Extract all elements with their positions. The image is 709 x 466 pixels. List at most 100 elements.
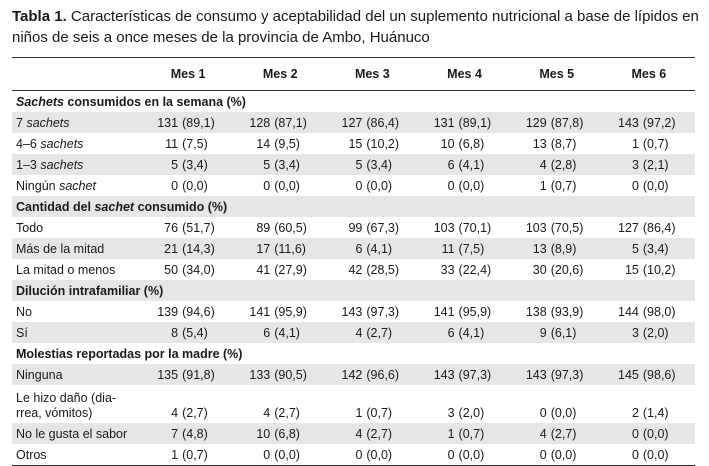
row-label-italic: sachets (40, 158, 84, 172)
data-table: Mes 1 Mes 2 Mes 3 Mes 4 Mes 5 Mes 6 Sach… (12, 57, 695, 466)
row-label: Le hizo daño (dia- rrea, vómitos) (12, 385, 142, 423)
cell-count: 4 (539, 427, 547, 441)
row-label: No le gusta el sabor (12, 423, 142, 444)
cell-percent: (0,0) (642, 427, 669, 441)
table-cell: 21 (14,3) (142, 238, 235, 259)
table-row: Ningún sachet 0 (0,0) 0 (0,0) 0 (0,0) 0 (0,0) 1 (0… (12, 175, 695, 196)
table-cell: 5 (3,4) (142, 154, 235, 175)
cell-percent: (86,4) (366, 116, 400, 130)
cell-count: 128 (249, 116, 271, 130)
cell-percent: (89,1) (458, 116, 492, 130)
cell-count: 0 (539, 448, 547, 462)
cell-count: 131 (433, 116, 455, 130)
cell-count: 143 (525, 368, 547, 382)
table-cell: 0 (0,0) (602, 444, 695, 466)
table-cell: 17 (11,6) (234, 238, 327, 259)
cell-percent: (2,1) (642, 158, 669, 172)
cell-percent: (98,6) (642, 368, 676, 382)
cell-count: 7 (171, 427, 179, 441)
cell-count: 0 (539, 406, 547, 420)
cell-percent: (97,3) (550, 368, 584, 382)
row-label-text: No le gusta el sabor (16, 427, 128, 441)
cell-count: 0 (263, 448, 271, 462)
table-cell: 127 (86,4) (603, 217, 695, 238)
cell-percent: (95,9) (458, 305, 492, 319)
table-row: Ninguna 135 (91,8) 133 (90,5) 142 (96,6) 143 (97… (12, 364, 695, 385)
cell-percent: (0,7) (642, 137, 669, 151)
header-cell: Mes 6 (602, 57, 695, 91)
cell-count: 0 (631, 448, 639, 462)
table-cell: 142 (96,6) (326, 364, 419, 385)
cell-percent: (3,4) (642, 242, 669, 256)
table-cell: 1 (0,7) (511, 175, 603, 196)
cell-count: 131 (157, 116, 179, 130)
cell-percent: (86,4) (642, 221, 676, 235)
table-cell: 143 (97,3) (510, 364, 603, 385)
cell-percent: (0,0) (550, 406, 577, 420)
cell-percent: (0,0) (366, 179, 393, 193)
table-cell: 131 (89,1) (142, 112, 235, 133)
cell-count: 14 (256, 137, 271, 151)
cell-percent: (90,5) (274, 368, 307, 382)
table-cell: 0 (0,0) (418, 175, 510, 196)
cell-count: 138 (525, 305, 547, 319)
cell-count: 1 (171, 448, 179, 462)
table-cell: 138 (93,9) (511, 301, 603, 322)
cell-count: 13 (532, 137, 547, 151)
cell-percent: (87,1) (274, 116, 307, 130)
cell-percent: (6,1) (550, 326, 577, 340)
table-cell: 0 (0,0) (234, 444, 327, 466)
cell-percent: (0,0) (458, 448, 485, 462)
cell-count: 4 (171, 406, 179, 420)
cell-count: 1 (539, 179, 547, 193)
cell-percent: (96,6) (366, 368, 400, 382)
table-cell: 143 (97,2) (602, 112, 695, 133)
cell-percent: (93,9) (550, 305, 584, 319)
table-row: 7 sachets 131 (89,1) 128 (87,1) 127 (86,4) 131(… (12, 112, 695, 133)
section-title: Dilución intrafamiliar (%) (12, 280, 695, 301)
cell-percent: (2,7) (366, 326, 393, 340)
cell-percent: (4,1) (458, 158, 485, 172)
row-label-italic: sachets (40, 137, 84, 151)
cell-count: 76 (164, 221, 179, 235)
cell-count: 103 (433, 221, 455, 235)
section-title-italic: Sachets (16, 95, 64, 109)
row-label: Otros (12, 444, 142, 466)
row-label-text: Todo (16, 221, 44, 235)
cell-count: 42 (348, 263, 363, 277)
cell-percent: (8,7) (550, 137, 577, 151)
cell-count: 1 (447, 427, 455, 441)
row-label-text: 4–6 (16, 137, 41, 151)
table-cell: 1 (0,7) (603, 133, 695, 154)
row-label-text: Sí (16, 326, 28, 340)
table-cell: 50 (34,0) (142, 259, 234, 280)
table-cell: 0 (0,0) (602, 423, 695, 444)
row-label: Ninguna (12, 364, 142, 385)
cell-percent: (3,4) (182, 158, 208, 172)
cell-count: 144 (618, 305, 639, 319)
cell-count: 33 (440, 263, 455, 277)
header-row: Mes 1 Mes 2 Mes 3 Mes 4 Mes 5 Mes 6 (12, 57, 695, 91)
cell-count: 6 (447, 326, 455, 340)
table-cell: 139 (94,6) (142, 301, 234, 322)
cell-percent: (2,0) (642, 326, 669, 340)
table-cell: 1 (0,7) (418, 423, 511, 444)
cell-count: 145 (618, 368, 639, 382)
cell-count: 10 (256, 427, 271, 441)
cell-percent: (70,5) (550, 221, 584, 235)
table-cell: 6 (4,1) (418, 322, 511, 343)
table-cell: 5 (3,4) (234, 154, 327, 175)
cell-count: 6 (447, 158, 455, 172)
cell-percent: (0,0) (458, 179, 485, 193)
cell-percent: (91,8) (182, 368, 215, 382)
section-title-text: consumido (%) (134, 200, 228, 214)
row-label: Más de la mitad (12, 238, 142, 259)
cell-percent: (0,7) (366, 406, 393, 420)
cell-count: 89 (256, 221, 271, 235)
cell-percent: (4,1) (458, 326, 485, 340)
row-label: 4–6 sachets (12, 133, 142, 154)
cell-count: 4 (263, 406, 271, 420)
row-label: Sí (12, 322, 142, 343)
cell-percent: (94,6) (182, 305, 215, 319)
cell-percent: (0,0) (366, 448, 393, 462)
